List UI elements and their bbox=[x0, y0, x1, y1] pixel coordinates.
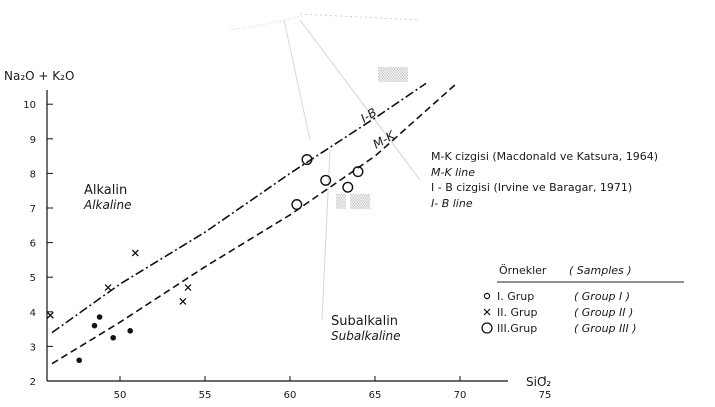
axes bbox=[46, 90, 508, 382]
ib-note-en: I- B line bbox=[431, 197, 473, 210]
data-points bbox=[46, 154, 364, 364]
point-group-1 bbox=[110, 334, 116, 341]
point-group-3 bbox=[342, 181, 354, 193]
point-group-3 bbox=[301, 154, 313, 166]
x-tick-label: 55 bbox=[199, 390, 212, 401]
point-group-1 bbox=[127, 328, 133, 334]
legend-title-tr: Örnekler bbox=[499, 264, 547, 277]
boundary-lines bbox=[51, 82, 458, 365]
legend-label-group-2-en: ( Group II ) bbox=[574, 306, 633, 319]
legend-marker-group-1 bbox=[483, 292, 491, 300]
legend-title-en: ( Samples ) bbox=[569, 264, 632, 277]
x-tick-label: 75 bbox=[539, 390, 552, 401]
ib-note-tr: I - B cizgisi (Irvine ve Baragar, 1971) bbox=[431, 181, 632, 194]
legend-label-group-1-tr: I. Grup bbox=[497, 290, 534, 303]
x-ticks: 50 55 60 65 70 75 bbox=[114, 376, 552, 401]
boundary-line-i-b bbox=[51, 82, 427, 334]
region-alkaline-en: Alkaline bbox=[83, 198, 132, 212]
point-group-3 bbox=[352, 166, 364, 178]
region-subalkaline-tr: Subalkalin bbox=[331, 314, 398, 329]
legend-label-group-1-en: ( Group I ) bbox=[574, 290, 630, 303]
x-axis-title: SiO₂ bbox=[526, 375, 551, 389]
point-group-1 bbox=[76, 357, 82, 364]
legend-label-group-3-en: ( Group III ) bbox=[574, 322, 637, 335]
y-tick-label: 10 bbox=[23, 100, 36, 111]
y-ticks: 2 3 4 5 6 7 8 9 10 bbox=[23, 100, 53, 388]
x-tick-label: 50 bbox=[114, 390, 127, 401]
ghost-text-1: ▒▒▒ bbox=[378, 66, 409, 83]
y-tick-label: 6 bbox=[30, 239, 36, 250]
point-group-1 bbox=[96, 314, 103, 320]
line-notes: M-K cizgisi (Macdonald ve Katsura, 1964)… bbox=[431, 150, 658, 210]
legend-label-group-2-tr: II. Grup bbox=[497, 306, 537, 319]
y-tick-label: 2 bbox=[30, 377, 36, 388]
legend-marker-group-2 bbox=[483, 308, 491, 316]
ib-line-label: I-B bbox=[358, 105, 379, 125]
y-tick-label: 8 bbox=[30, 169, 36, 180]
y-tick-label: 3 bbox=[30, 342, 36, 353]
point-group-2 bbox=[179, 297, 187, 305]
point-group-2 bbox=[46, 311, 54, 319]
point-group-3 bbox=[320, 174, 332, 186]
legend-label-group-3-tr: III.Grup bbox=[497, 322, 537, 335]
mk-note-tr: M-K cizgisi (Macdonald ve Katsura, 1964) bbox=[431, 150, 658, 163]
ghost-text-2: ▒ ▒▒ bbox=[336, 193, 371, 210]
legend-marker-group-3 bbox=[481, 322, 493, 334]
legend: Örnekler ( Samples ) I. Grup ( Group I )… bbox=[481, 264, 684, 335]
point-group-3 bbox=[291, 199, 303, 211]
x-tick-label: 60 bbox=[284, 390, 297, 401]
y-axis-title: Na₂O + K₂O bbox=[4, 69, 74, 83]
mk-note-en: M-K line bbox=[431, 166, 475, 179]
x-tick-label: 70 bbox=[454, 390, 467, 401]
x-tick-label: 65 bbox=[369, 390, 382, 401]
y-tick-label: 4 bbox=[30, 308, 36, 319]
scan-artifacts: ▒▒▒ ▒ ▒▒ bbox=[229, 13, 421, 321]
y-tick-label: 9 bbox=[30, 135, 36, 146]
point-group-2 bbox=[184, 284, 192, 292]
point-group-1 bbox=[91, 322, 98, 329]
point-group-2 bbox=[104, 284, 112, 292]
region-alkaline-tr: Alkalin bbox=[84, 183, 127, 198]
region-subalkaline-en: Subalkaline bbox=[331, 329, 401, 343]
point-group-2 bbox=[131, 249, 139, 257]
y-tick-label: 7 bbox=[30, 204, 36, 215]
boundary-line-m-k bbox=[51, 82, 458, 365]
y-tick-label: 5 bbox=[30, 273, 36, 284]
